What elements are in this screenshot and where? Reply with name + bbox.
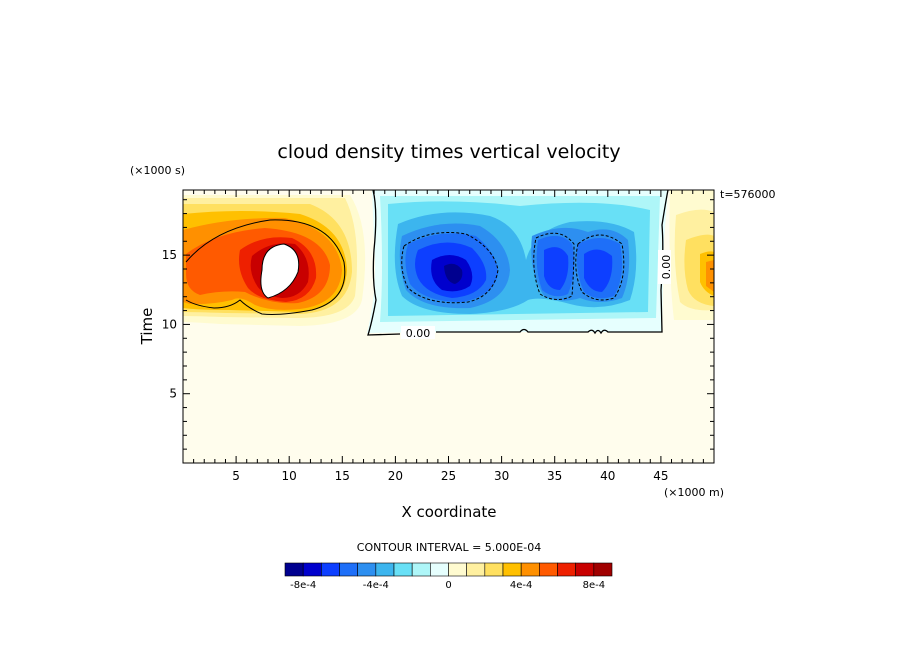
x-tick-label: 25 <box>441 469 456 483</box>
x-tick-label: 40 <box>600 469 615 483</box>
right-warm-region <box>669 190 714 320</box>
x-tick-label: 45 <box>653 469 668 483</box>
x-tick-label: 15 <box>335 469 350 483</box>
right-warm-5 <box>706 260 714 292</box>
colorbar-swatch <box>411 562 431 577</box>
colorbar-swatch <box>357 562 377 577</box>
colorbar-swatch <box>593 562 613 577</box>
time-stamp: t=576000 <box>720 188 776 201</box>
colorbar-swatch <box>575 562 595 577</box>
contour-label-zero-bottom: 0.00 <box>406 327 431 340</box>
warm-peak-hole <box>260 243 300 299</box>
colorbar-tick-label: -8e-4 <box>290 580 316 591</box>
colorbar-swatch <box>302 562 322 577</box>
warm-region <box>183 195 366 326</box>
colorbar-swatch <box>339 562 358 577</box>
contour-interval-label: CONTOUR INTERVAL = 5.000E-04 <box>357 541 541 554</box>
x-unit-label: (×1000 m) <box>664 486 724 499</box>
y-unit-label: (×1000 s) <box>130 164 185 177</box>
colorbar <box>284 562 613 577</box>
colorbar-swatch <box>284 562 304 577</box>
colorbar-swatch <box>539 562 558 577</box>
x-tick-label: 30 <box>494 469 509 483</box>
cool-dashed-contour-1 <box>401 232 499 304</box>
chart-title: cloud density times vertical velocity <box>277 141 620 163</box>
plot-area <box>183 190 714 463</box>
colorbar-swatch <box>430 562 449 577</box>
colorbar-swatch <box>520 562 540 577</box>
warm-contour <box>185 219 346 315</box>
y-tick-label: 10 <box>162 317 177 331</box>
y-axis-title: Time <box>138 308 156 346</box>
colorbar-swatch <box>393 562 413 577</box>
x-axis: 5 10 15 20 25 30 35 40 45 <box>193 190 704 483</box>
colorbar-swatch <box>502 562 522 577</box>
x-tick-label: 20 <box>388 469 403 483</box>
cool-dashed-contour-3 <box>575 234 625 301</box>
colorbar-swatch <box>557 562 576 577</box>
colorbar-swatch <box>466 562 486 577</box>
y-tick-label: 15 <box>162 248 177 262</box>
x-tick-label: 5 <box>232 469 240 483</box>
colorbar-tick-label: -4e-4 <box>363 580 389 591</box>
x-tick-label: 35 <box>547 469 562 483</box>
colorbar-tick-label: 8e-4 <box>583 580 606 591</box>
cool-region <box>367 190 669 336</box>
y-axis: 5 10 15 <box>162 199 714 450</box>
x-axis-title: X coordinate <box>401 503 496 521</box>
cool-level-6b <box>544 247 569 290</box>
colorbar-swatch <box>448 562 467 577</box>
colorbar-tick-label: 0 <box>445 580 451 591</box>
cool-level-8 <box>444 263 463 284</box>
colorbar-tick-label: 4e-4 <box>510 580 533 591</box>
y-tick-label: 5 <box>169 387 177 401</box>
colorbar-swatch <box>375 562 395 577</box>
colorbar-swatch <box>484 562 504 577</box>
zero-contour <box>367 190 669 336</box>
cool-dashed-contour-2 <box>533 232 575 300</box>
colorbar-ticks: -8e-4 -4e-4 0 4e-4 8e-4 <box>290 580 605 591</box>
x-tick-label: 10 <box>282 469 297 483</box>
cool-level-6c <box>584 249 613 292</box>
colorbar-swatch <box>321 562 340 577</box>
contour-label-zero-right: 0.00 <box>660 255 673 280</box>
